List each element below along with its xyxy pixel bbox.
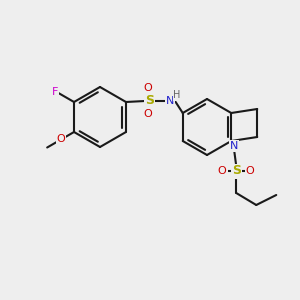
Text: O: O: [144, 109, 152, 119]
Text: N: N: [230, 141, 238, 151]
Text: O: O: [218, 166, 226, 176]
Text: S: S: [232, 164, 241, 178]
Text: H: H: [173, 90, 181, 100]
Text: O: O: [57, 134, 65, 145]
Text: O: O: [246, 166, 255, 176]
Text: O: O: [144, 83, 152, 93]
Text: F: F: [52, 87, 58, 97]
Text: S: S: [146, 94, 154, 107]
Text: N: N: [166, 96, 174, 106]
